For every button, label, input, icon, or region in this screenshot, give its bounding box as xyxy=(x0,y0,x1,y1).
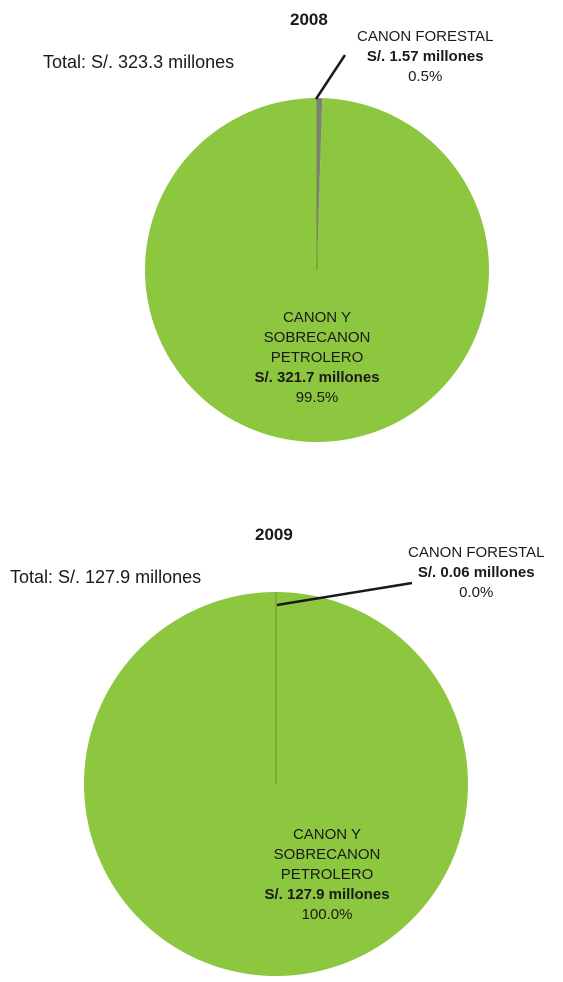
pie-plot xyxy=(144,54,489,442)
total-label: Total: S/. 323.3 millones xyxy=(43,52,235,72)
slice-amount: S/. 0.06 millones xyxy=(417,564,535,581)
slice-label-canon-petrolero: CANON Y SOBRECANON PETROLERO S/. 127.9 m… xyxy=(240,825,414,925)
slice-amount: S/. 321.7 millones xyxy=(254,369,380,386)
pie-slice-canon-forestal xyxy=(317,98,323,270)
chart-title: 2008 xyxy=(290,10,328,29)
leader-line xyxy=(276,581,413,607)
chart-title: 2009 xyxy=(255,525,293,544)
slice-name-line: SOBRECANON xyxy=(273,846,381,863)
slice-label-canon-petrolero: CANON Y SOBRECANON PETROLERO S/. 321.7 m… xyxy=(228,308,406,408)
slice-percent: 99.5% xyxy=(295,389,339,406)
slice-percent: 0.5% xyxy=(408,68,443,85)
slice-name-line: CANON Y xyxy=(282,309,352,326)
slice-name: CANON FORESTAL xyxy=(408,544,545,561)
slice-name-line: CANON Y xyxy=(292,826,362,843)
slice-name-line: PETROLERO xyxy=(270,349,364,366)
slice-name: CANON FORESTAL xyxy=(357,28,494,45)
slice-label-canon-forestal: CANON FORESTAL S/. 1.57 millones 0.5% xyxy=(357,27,493,87)
pie-chart-2008: 2008 Total: S/. 323.3 millones CANON FOR… xyxy=(43,10,493,442)
total-label: Total: S/. 127.9 millones xyxy=(10,567,202,587)
slice-percent: 100.0% xyxy=(301,906,353,923)
slice-label-canon-forestal: CANON FORESTAL S/. 0.06 millones 0.0% xyxy=(408,543,544,603)
slice-name-line: SOBRECANON xyxy=(263,329,371,346)
slice-amount: S/. 1.57 millones xyxy=(366,48,484,65)
slice-name-line: PETROLERO xyxy=(280,866,374,883)
pie-plot xyxy=(83,581,468,976)
leader-line xyxy=(314,54,347,100)
slice-amount: S/. 127.9 millones xyxy=(264,886,390,903)
pie-chart-2009: 2009 Total: S/. 127.9 millones CANON FOR… xyxy=(0,491,563,982)
slice-percent: 0.0% xyxy=(459,584,494,601)
